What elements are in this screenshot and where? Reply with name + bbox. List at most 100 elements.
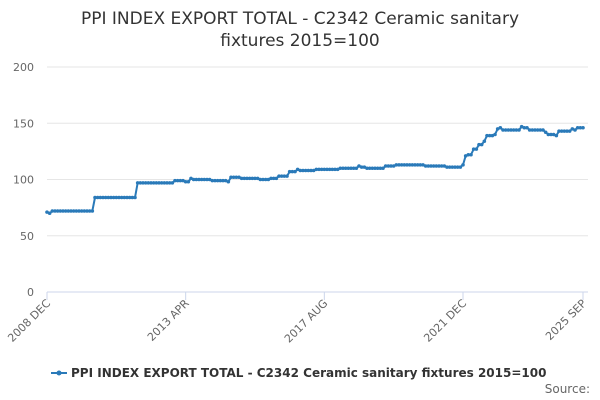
point [253,176,257,181]
y-tick-label: 50 [20,230,34,243]
point [327,167,332,172]
point [71,209,76,213]
point [474,147,479,151]
point [106,195,111,200]
point [69,209,73,213]
point [469,152,473,157]
point [173,178,177,183]
point [349,166,353,171]
point [154,181,159,185]
point [503,128,508,132]
point [231,175,236,180]
point [373,166,377,171]
point [229,175,233,180]
point [317,167,321,172]
point [509,128,513,132]
point [578,125,583,130]
point [157,181,161,185]
point [298,168,303,173]
point [167,181,172,185]
point [522,125,527,130]
point [415,163,420,167]
point [82,209,87,213]
point [79,209,84,213]
point [309,168,313,173]
point [498,125,503,130]
point [205,177,209,182]
point [517,128,521,132]
point [194,177,199,182]
point [178,178,183,183]
point [226,179,231,184]
point [423,164,428,168]
point [407,163,412,167]
point [98,195,103,200]
point [87,209,92,213]
point [466,152,471,157]
point [343,166,348,171]
point [258,177,263,182]
point [367,166,372,171]
point [117,195,121,200]
chart-title: PPI INDEX EXPORT TOTAL - C2342 Ceramic s… [81,9,519,51]
point [541,128,545,132]
point [279,174,284,178]
point [402,163,407,167]
point [215,178,220,183]
point [461,163,465,167]
point [535,128,540,132]
point [573,128,577,132]
point [533,128,537,132]
point [141,181,145,185]
point [554,133,559,138]
point [287,169,292,174]
point [199,177,204,182]
point [527,128,532,132]
point [130,195,135,200]
point [186,179,191,184]
y-tick-label: 200 [13,61,34,74]
point [399,163,404,167]
point [325,167,329,172]
point [135,181,140,185]
point [525,125,529,130]
x-tick-label: 2013 APR [145,297,192,344]
point [565,129,569,133]
point [303,168,308,173]
point [247,176,252,181]
point [218,178,223,183]
point [103,195,108,200]
point [202,177,207,182]
point [431,164,436,168]
point [479,142,484,147]
x-tick-label: 2008 DEC [5,297,53,345]
point [277,174,281,178]
point [125,195,129,200]
point [138,181,143,185]
point [434,164,439,168]
point [285,174,289,178]
point [429,164,433,168]
x-tick-label: 2017 AUG [282,297,331,346]
point [114,195,119,200]
point [239,176,244,181]
point [55,209,60,213]
point [109,195,113,200]
point [365,166,369,171]
point [567,129,572,133]
point [530,128,535,132]
point [213,178,217,183]
y-tick-label: 100 [13,174,34,187]
point [314,167,319,172]
point [501,128,505,132]
point [445,165,449,169]
point [346,166,351,171]
point [549,132,553,137]
point [543,130,548,135]
point [381,166,385,171]
point [197,177,201,182]
x-tick-label: 2025 SEP [543,297,589,343]
point [50,209,55,213]
